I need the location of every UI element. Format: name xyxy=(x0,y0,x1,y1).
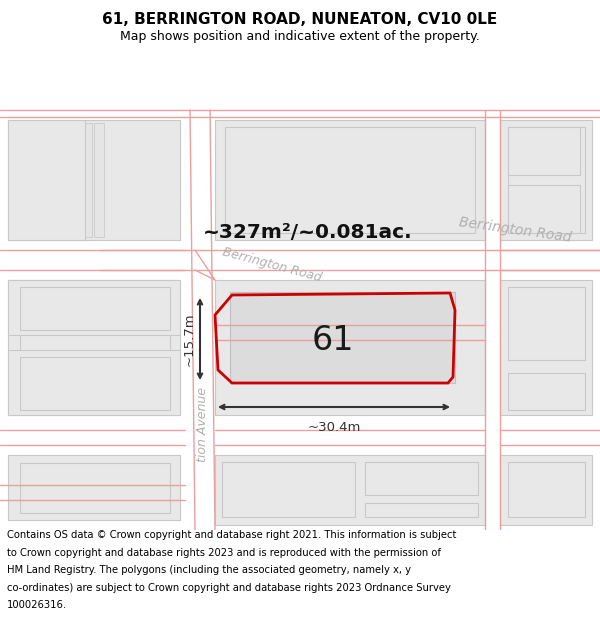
Polygon shape xyxy=(500,455,592,525)
Polygon shape xyxy=(8,120,85,240)
Polygon shape xyxy=(508,185,580,233)
Polygon shape xyxy=(8,120,180,240)
Polygon shape xyxy=(22,123,32,237)
Polygon shape xyxy=(20,287,170,330)
Polygon shape xyxy=(8,350,180,415)
Text: Map shows position and indicative extent of the property.: Map shows position and indicative extent… xyxy=(120,30,480,43)
Polygon shape xyxy=(508,127,580,175)
Polygon shape xyxy=(500,120,592,240)
Polygon shape xyxy=(20,287,170,410)
Text: Berrington Road: Berrington Road xyxy=(221,246,323,284)
Text: HM Land Registry. The polygons (including the associated geometry, namely x, y: HM Land Registry. The polygons (includin… xyxy=(7,565,411,575)
Text: 61, BERRINGTON ROAD, NUNEATON, CV10 0LE: 61, BERRINGTON ROAD, NUNEATON, CV10 0LE xyxy=(103,12,497,27)
Polygon shape xyxy=(508,127,585,233)
Polygon shape xyxy=(225,127,475,233)
Polygon shape xyxy=(94,123,104,237)
Polygon shape xyxy=(46,123,56,237)
Text: ~15.7m: ~15.7m xyxy=(183,312,196,366)
Polygon shape xyxy=(215,120,485,240)
Polygon shape xyxy=(365,462,478,495)
Text: tion Avenue: tion Avenue xyxy=(197,388,209,462)
Text: 61: 61 xyxy=(312,324,354,356)
Polygon shape xyxy=(215,455,485,525)
Polygon shape xyxy=(20,463,170,513)
Text: ~327m²/~0.081ac.: ~327m²/~0.081ac. xyxy=(203,224,413,243)
Polygon shape xyxy=(230,292,455,383)
Polygon shape xyxy=(222,462,355,517)
Text: Berrington Road: Berrington Road xyxy=(458,215,572,245)
Text: to Crown copyright and database rights 2023 and is reproduced with the permissio: to Crown copyright and database rights 2… xyxy=(7,548,441,558)
Polygon shape xyxy=(500,280,592,415)
Text: co-ordinates) are subject to Crown copyright and database rights 2023 Ordnance S: co-ordinates) are subject to Crown copyr… xyxy=(7,582,451,592)
Polygon shape xyxy=(82,123,92,237)
Polygon shape xyxy=(508,287,585,360)
Polygon shape xyxy=(215,280,485,415)
Polygon shape xyxy=(8,280,180,335)
Polygon shape xyxy=(70,123,80,237)
Polygon shape xyxy=(8,280,180,415)
Polygon shape xyxy=(508,462,585,517)
Text: ~30.4m: ~30.4m xyxy=(307,421,361,434)
Text: 100026316.: 100026316. xyxy=(7,600,67,610)
Polygon shape xyxy=(34,123,44,237)
Polygon shape xyxy=(58,123,68,237)
Text: Contains OS data © Crown copyright and database right 2021. This information is : Contains OS data © Crown copyright and d… xyxy=(7,530,457,540)
Polygon shape xyxy=(10,123,20,237)
Polygon shape xyxy=(8,455,180,520)
Polygon shape xyxy=(508,373,585,410)
Polygon shape xyxy=(365,503,478,517)
Polygon shape xyxy=(20,357,170,410)
